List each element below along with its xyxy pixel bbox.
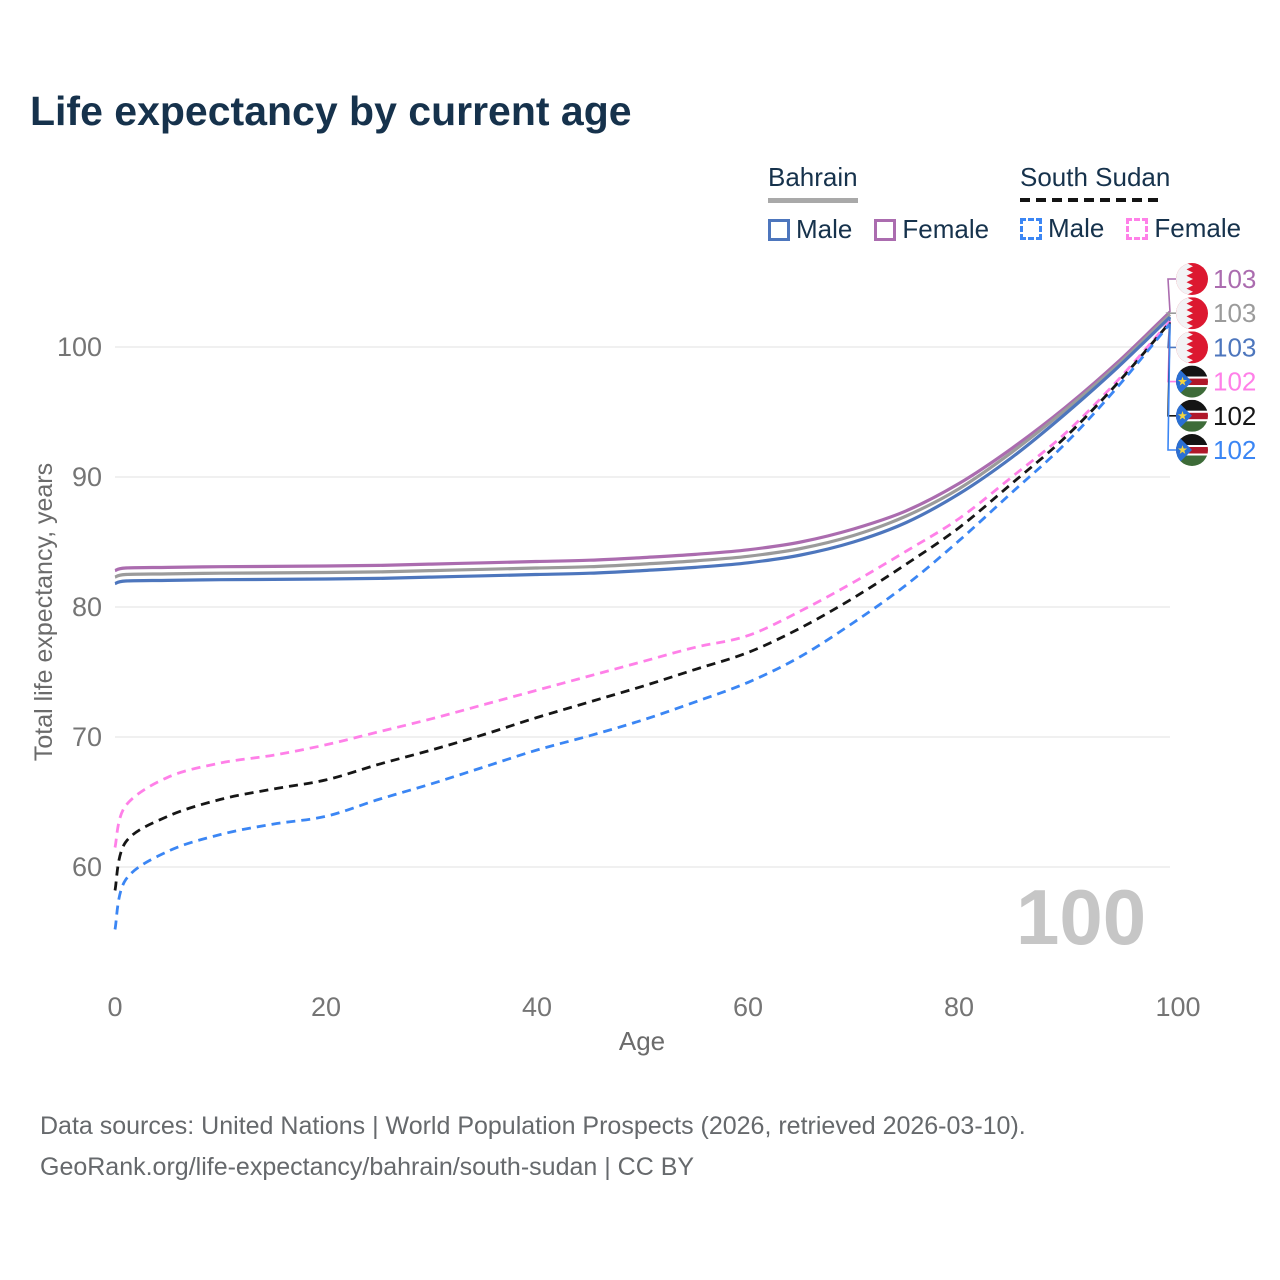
legend-item-bahrain-male[interactable]: Male: [768, 214, 852, 245]
leader-lines: [1165, 278, 1176, 451]
legend-underline-bahrain: [768, 198, 858, 203]
leader-line: [1167, 323, 1176, 451]
legend-item-south-sudan-male[interactable]: Male: [1020, 213, 1104, 244]
y-tick-label: 100: [56, 332, 102, 362]
y-tick-label: 80: [71, 592, 102, 622]
south-sudan-flag-icon: [1176, 399, 1208, 432]
page-title: Life expectancy by current age: [30, 88, 632, 134]
legend-item-label: Female: [1154, 213, 1242, 243]
south-sudan-flag-icon: [1176, 434, 1208, 466]
south-sudan-female-swatch-icon[interactable]: [1126, 217, 1149, 240]
south-sudan-male-swatch-icon[interactable]: [1020, 217, 1042, 240]
series-lines: [113, 310, 1172, 930]
series-line-bahrain-male[interactable]: [114, 315, 1172, 586]
leader-line: [1165, 312, 1176, 316]
age-counter-watermark: 100: [1016, 873, 1147, 961]
x-tick-label: 100: [1155, 992, 1201, 1022]
legend-group-bahrain: Bahrain Male Female: [768, 162, 989, 245]
end-value-label: 102: [1213, 401, 1256, 431]
end-value-label: 103: [1213, 298, 1256, 328]
y-tick-label: 70: [71, 722, 102, 752]
y-tick-label: 90: [71, 462, 102, 492]
end-value-label: 102: [1213, 367, 1256, 397]
x-tick-label: 60: [732, 992, 764, 1022]
leader-line: [1167, 278, 1176, 312]
bahrain-flag-icon: [1176, 263, 1208, 295]
series-line-bahrain-female[interactable]: [114, 310, 1172, 573]
x-tick-label: 20: [310, 992, 342, 1022]
legend-underline-south-sudan: [1020, 198, 1164, 202]
end-value-label: 102: [1213, 435, 1256, 465]
footer: Data sources: United Nations | World Pop…: [40, 1106, 1026, 1188]
end-value-label: 103: [1213, 332, 1256, 362]
data-sources-line: Data sources: United Nations | World Pop…: [40, 1112, 1026, 1140]
legend-country-bahrain: Bahrain: [768, 162, 858, 192]
bahrain-flag-icon: [1176, 331, 1208, 364]
x-axis-title: Age: [618, 1026, 666, 1056]
bahrain-flag-icon: [1176, 297, 1208, 330]
legend-country-south-sudan: South Sudan: [1020, 162, 1171, 192]
legend-group-south-sudan: South Sudan Male Female: [1020, 162, 1241, 244]
series-line-bahrain-both-sexes[interactable]: [114, 313, 1172, 579]
series-line-south-sudan-both-sexes[interactable]: [113, 321, 1172, 891]
gridlines: [115, 346, 1170, 868]
flag-icons: [1176, 263, 1208, 466]
attribution-line: GeoRank.org/life-expectancy/bahrain/sout…: [40, 1153, 695, 1181]
south-sudan-flag-icon: [1176, 365, 1208, 398]
legend-item-label: Female: [902, 214, 990, 244]
y-tick-label: 60: [71, 852, 102, 882]
bahrain-female-swatch-icon[interactable]: [874, 218, 897, 241]
legend-item-label: Male: [796, 214, 853, 244]
end-value-labels: 103 103 103 102 102 102: [1213, 264, 1256, 465]
series-line-south-sudan-male[interactable]: [113, 322, 1172, 930]
legend-item-label: Male: [1048, 213, 1105, 243]
series-line-south-sudan-female[interactable]: [113, 320, 1172, 848]
legend-item-south-sudan-female[interactable]: Female: [1126, 213, 1241, 244]
x-tick-label: 0: [107, 992, 123, 1022]
x-tick-label: 80: [943, 992, 975, 1022]
bahrain-male-swatch-icon[interactable]: [768, 218, 790, 241]
x-tick-label: 40: [521, 992, 553, 1022]
legend-item-bahrain-female[interactable]: Female: [874, 214, 989, 245]
end-value-label: 103: [1213, 264, 1256, 294]
